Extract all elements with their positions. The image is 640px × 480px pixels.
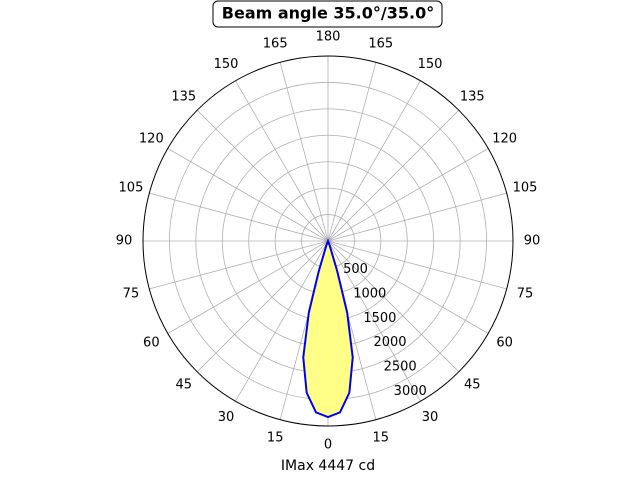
theta-tick-label: 150 (418, 57, 443, 72)
grid-spoke (327, 192, 507, 242)
theta-tick-label: 135 (460, 89, 485, 104)
grid-spoke (327, 240, 460, 373)
theta-tick-label: 105 (513, 181, 538, 196)
grid-spoke (327, 240, 489, 334)
grid-spoke (167, 240, 329, 334)
theta-tick-label: 135 (171, 89, 196, 104)
theta-tick-label: 30 (422, 410, 439, 425)
theta-tick-label: 45 (464, 378, 481, 393)
polar-spine (142, 55, 514, 427)
theta-tick-label: 180 (316, 30, 341, 45)
grid-spoke (196, 109, 329, 242)
theta-tick-label: 60 (143, 336, 160, 351)
r-tick-label: 1500 (363, 311, 396, 326)
r-tick-label: 500 (343, 262, 368, 277)
theta-tick-label: 105 (119, 181, 144, 196)
theta-tick-label: 90 (524, 234, 541, 249)
x-axis-label: IMax 4447 cd (281, 458, 375, 474)
grid-spoke (327, 62, 377, 242)
theta-tick-label: 75 (517, 286, 534, 301)
grid-spoke (327, 148, 489, 242)
theta-tick-label: 165 (368, 36, 393, 51)
title-box (212, 0, 443, 28)
grid-spoke (149, 192, 329, 242)
r-tick-label: 1000 (353, 286, 386, 301)
theta-tick-label: 150 (214, 57, 239, 72)
theta-tick-label: 0 (324, 438, 332, 453)
theta-tick-label: 60 (496, 336, 513, 351)
r-tick-label: 2000 (373, 335, 406, 350)
theta-tick-label: 165 (263, 36, 288, 51)
grid-spoke (235, 240, 329, 402)
grid-spoke (327, 109, 460, 242)
grid-spoke (327, 240, 421, 402)
grid-spoke (149, 240, 329, 290)
grid-spoke (279, 62, 329, 242)
theta-tick-label: 120 (492, 132, 517, 147)
grid-spoke (167, 148, 329, 242)
theta-tick-label: 45 (175, 378, 192, 393)
grid-spoke (327, 240, 507, 290)
theta-tick-label: 30 (218, 410, 235, 425)
theta-tick-label: 15 (373, 431, 390, 446)
theta-tick-label: 75 (123, 286, 140, 301)
r-tick-label: 2500 (384, 360, 417, 375)
beam-area (302, 238, 354, 419)
theta-tick-label: 90 (116, 234, 133, 249)
grid-spoke (235, 80, 329, 242)
theta-tick-label: 120 (139, 132, 164, 147)
grid-spoke (327, 80, 421, 242)
grid-spoke (196, 240, 329, 373)
theta-tick-label: 15 (267, 431, 284, 446)
r-tick-label: 3000 (394, 384, 427, 399)
chart-title: Beam angle 35.0°/35.0° (222, 4, 434, 23)
